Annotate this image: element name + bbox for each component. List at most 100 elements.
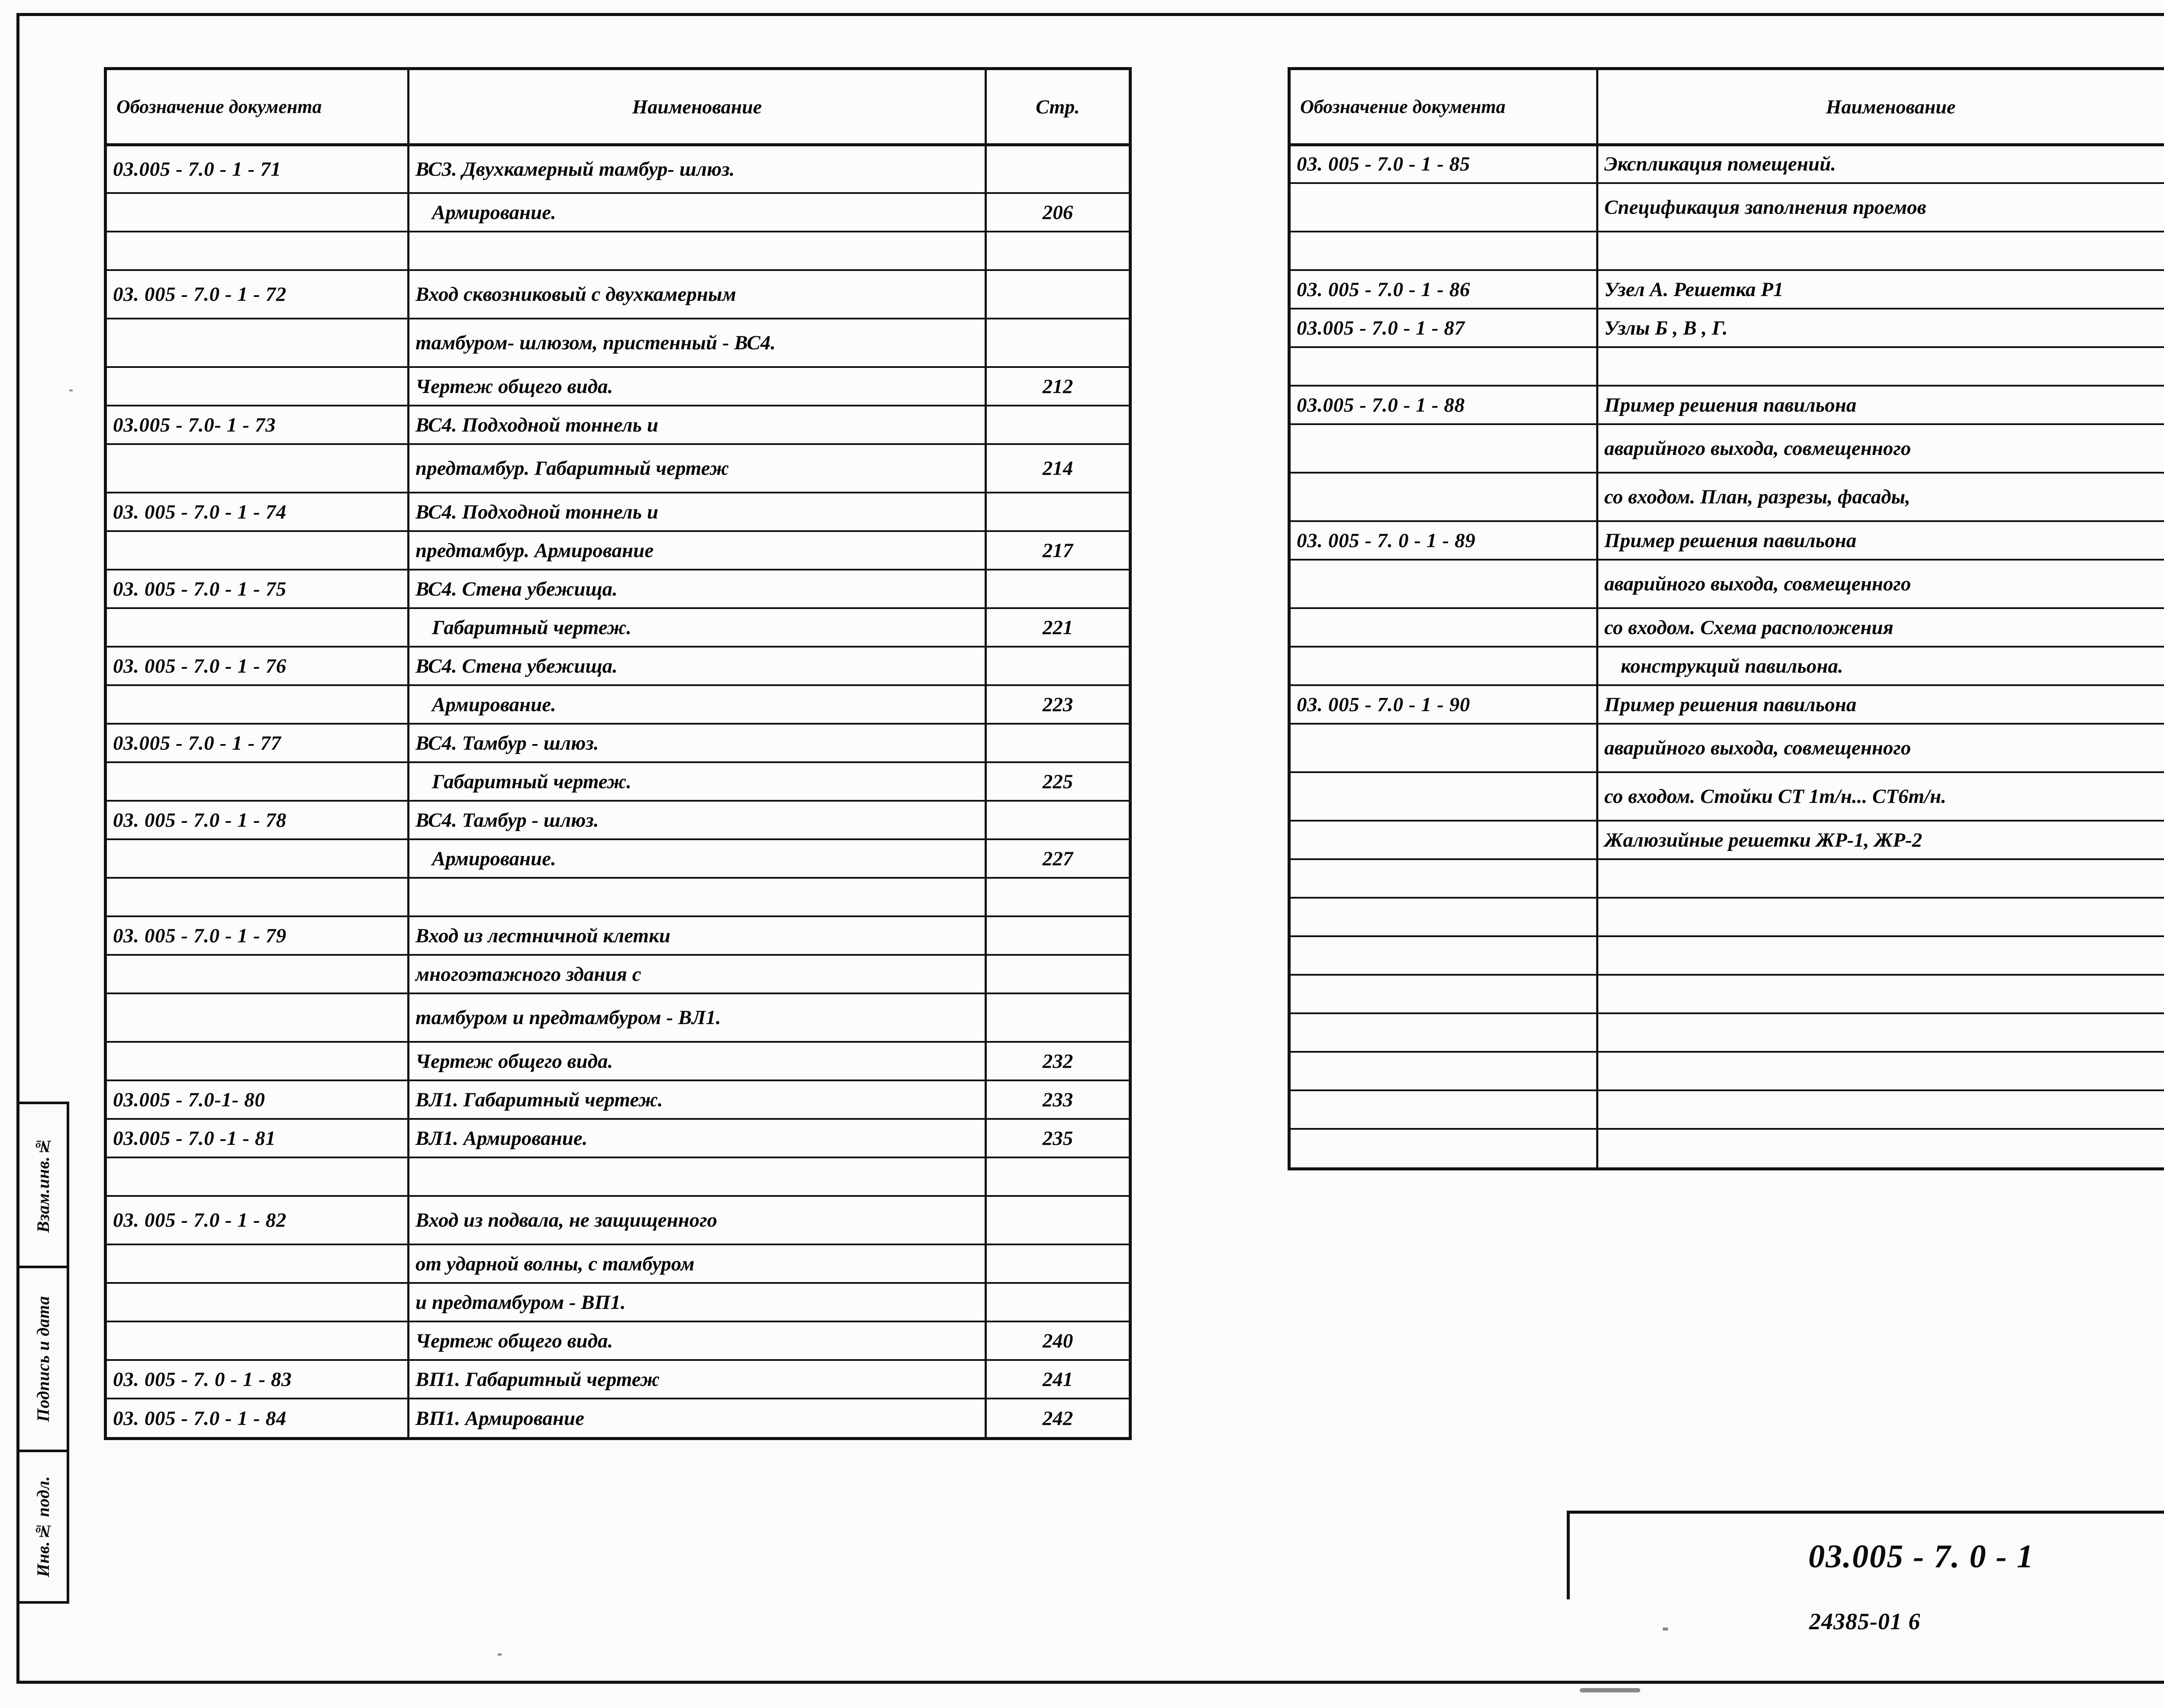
cell-page-number: 241 (985, 1360, 1129, 1399)
cell-document-name: ВЛ1. Армирование. (408, 1119, 987, 1158)
cell-document-name: ВП1. Габаритный чертеж (408, 1360, 987, 1399)
cell-document-code: 03.005 - 7.0- 1 - 73 (107, 406, 409, 445)
cell-document-name: Пример решения павильона (1597, 521, 2164, 561)
table-row: от ударной волны, с тамбуром (107, 1244, 1129, 1284)
table-row (1291, 859, 2164, 899)
cell-document-code: 03. 005 - 7.0 - 1 - 75 (107, 570, 409, 609)
table-row: 03. 005 - 7.0 - 1 - 82 Вход из подвала, н… (107, 1196, 1129, 1245)
cell-document-name: Жалюзийные решетки ЖР-1, ЖР-2 (1597, 821, 2164, 860)
cell-document-code: 03. 005 - 7.0 - 1 - 74 (107, 493, 409, 532)
cell-document-code (107, 839, 409, 879)
cell-document-name (1597, 1052, 2164, 1091)
cell-document-code (107, 955, 409, 994)
cell-page-number (985, 993, 1129, 1043)
table-row: аварийного выхода, совмещенного (1291, 724, 2164, 773)
cell-page-number: 235 (985, 1119, 1129, 1158)
cell-page-number (985, 1244, 1129, 1284)
table-row: 03. 005 - 7.0 - 1 - 74 ВС4. Подходной тон… (107, 493, 1129, 532)
table-row (1291, 232, 2164, 271)
table-row: Армирование. 227 (107, 839, 1129, 879)
cell-page-number: 212 (985, 367, 1129, 406)
table-row: 03. 005 - 7.0 - 1 - 84 ВП1. Армирование 24… (107, 1399, 1129, 1437)
table-row: 03. 005 - 7.0 - 1 - 72 Вход сквозниковый … (107, 270, 1129, 319)
cell-document-name: Вход из подвала, не защищенного (408, 1196, 987, 1245)
cell-document-code (107, 367, 409, 406)
title-block: 03.005 - 7. 0 - 1 Лист 4 (1567, 1511, 2164, 1599)
table-row (1291, 1129, 2164, 1167)
cell-document-name: Спецификация заполнения проемов (1597, 183, 2164, 232)
cell-document-name (1597, 232, 2164, 271)
cell-document-name: Вход из лестничной клетки (408, 916, 987, 956)
table-row (107, 1157, 1129, 1197)
cell-document-code (107, 878, 409, 917)
table-row: Армирование. 223 (107, 685, 1129, 725)
cell-document-code: 03.005 - 7.0 - 1 - 77 (107, 724, 409, 763)
scan-speckle (1663, 1627, 1668, 1631)
table-row: Чертеж общего вида. 212 (107, 367, 1129, 406)
table-row (1291, 898, 2164, 937)
right-contents-table: Обозначение документа Наименование Стр. … (1288, 67, 2164, 1170)
cell-document-name (408, 1157, 987, 1197)
table-row: 03. 005 - 7.0 - 1 - 78 ВС4. Тамбур - шлюз… (107, 801, 1129, 840)
cell-document-name: ВС4. Тамбур - шлюз. (408, 801, 987, 840)
cell-document-code (1291, 1129, 1598, 1167)
margin-stamp-column: Взам.инв.№ Подпись и дата Инв.№ подл. (19, 1102, 69, 1604)
cell-page-number (985, 493, 1129, 532)
table-row: со входом. План, разрезы, фасады,250 (1291, 473, 2164, 522)
cell-document-code (107, 444, 409, 493)
cell-document-name: ВС4. Подходной тоннель и (408, 406, 987, 445)
cell-page-number (985, 724, 1129, 763)
cell-document-name: предтамбур. Габаритный чертеж (408, 444, 987, 493)
table-row: Габаритный чертеж. 221 (107, 608, 1129, 648)
cell-page-number: 240 (985, 1321, 1129, 1361)
cell-document-code: 03. 005 - 7.0 - 1 - 90 (1291, 685, 1598, 725)
cell-document-code (107, 762, 409, 802)
left-contents-table: Обозначение документа Наименование Стр. … (104, 67, 1132, 1440)
table-row: со входом. Схема расположения (1291, 608, 2164, 648)
cell-document-code: 03. 005 - 7.0 - 1 - 78 (107, 801, 409, 840)
cell-document-code (1291, 1013, 1598, 1053)
cell-document-code (107, 608, 409, 648)
cell-page-number (985, 1196, 1129, 1245)
table-row: тамбуром и предтамбуром - ВЛ1. (107, 993, 1129, 1043)
cell-page-number: 206 (985, 193, 1129, 232)
cell-document-name: конструкций павильона. (1597, 647, 2164, 686)
cell-page-number (985, 1283, 1129, 1322)
table-row: 03. 005 - 7.0 - 1 - 76 ВС4. Стена убежища… (107, 647, 1129, 686)
cell-document-name: и предтамбуром - ВП1. (408, 1283, 987, 1322)
cell-document-code: 03. 005 - 7. 0 - 1 - 89 (1291, 521, 1598, 561)
stamp-cell-inv-podl: Инв.№ подл. (19, 1452, 67, 1601)
cell-document-name (1597, 936, 2164, 976)
table-row: аварийного выхода, совмещенного (1291, 560, 2164, 609)
cell-document-code (1291, 647, 1598, 686)
cell-page-number (985, 647, 1129, 686)
table-row (107, 232, 1129, 271)
table-row: 03.005 - 7.0 - 1 - 77 ВС4. Тамбур - шлюз. (107, 724, 1129, 763)
cell-document-code (1291, 1052, 1598, 1091)
cell-document-code: 03.005 - 7.0 - 1 - 71 (107, 145, 409, 194)
cell-page-number (985, 270, 1129, 319)
cell-document-name: Габаритный чертеж. (408, 762, 987, 802)
cell-document-code (1291, 608, 1598, 648)
cell-document-name (1597, 898, 2164, 937)
cell-document-name: тамбуром- шлюзом, пристенный - ВС4. (408, 319, 987, 368)
table-row (1291, 1013, 2164, 1053)
column-header-code: Обозначение документа (1291, 70, 1598, 146)
table-row: 03.005 - 7.0 - 1 - 71 ВС3. Двухкамерный т… (107, 145, 1129, 194)
stamp-label-inv-podl: Инв.№ подл. (33, 1476, 53, 1577)
table-row (1291, 1052, 2164, 1091)
table-row: многоэтажного здания с (107, 955, 1129, 994)
table-row: 03. 005 - 7.0 - 1 - 90 Пример решения пав… (1291, 685, 2164, 725)
cell-document-name: ВС4. Тамбур - шлюз. (408, 724, 987, 763)
title-designation: 03.005 - 7. 0 - 1 (1570, 1514, 2164, 1599)
cell-document-code: 03. 005 - 7.0 - 1 - 79 (107, 916, 409, 956)
cell-document-name: Пример решения павильона (1597, 386, 2164, 425)
cell-document-name (1597, 347, 2164, 387)
cell-document-code (1291, 347, 1598, 387)
cell-page-number: 217 (985, 531, 1129, 570)
cell-document-code: 03. 005 - 7.0 - 1 - 72 (107, 270, 409, 319)
cell-page-number: 242 (1042, 1407, 1073, 1430)
scan-speckle (69, 390, 73, 391)
table-row: предтамбур. Армирование 217 (107, 531, 1129, 570)
table-row: предтамбур. Габаритный чертеж 214 (107, 444, 1129, 493)
